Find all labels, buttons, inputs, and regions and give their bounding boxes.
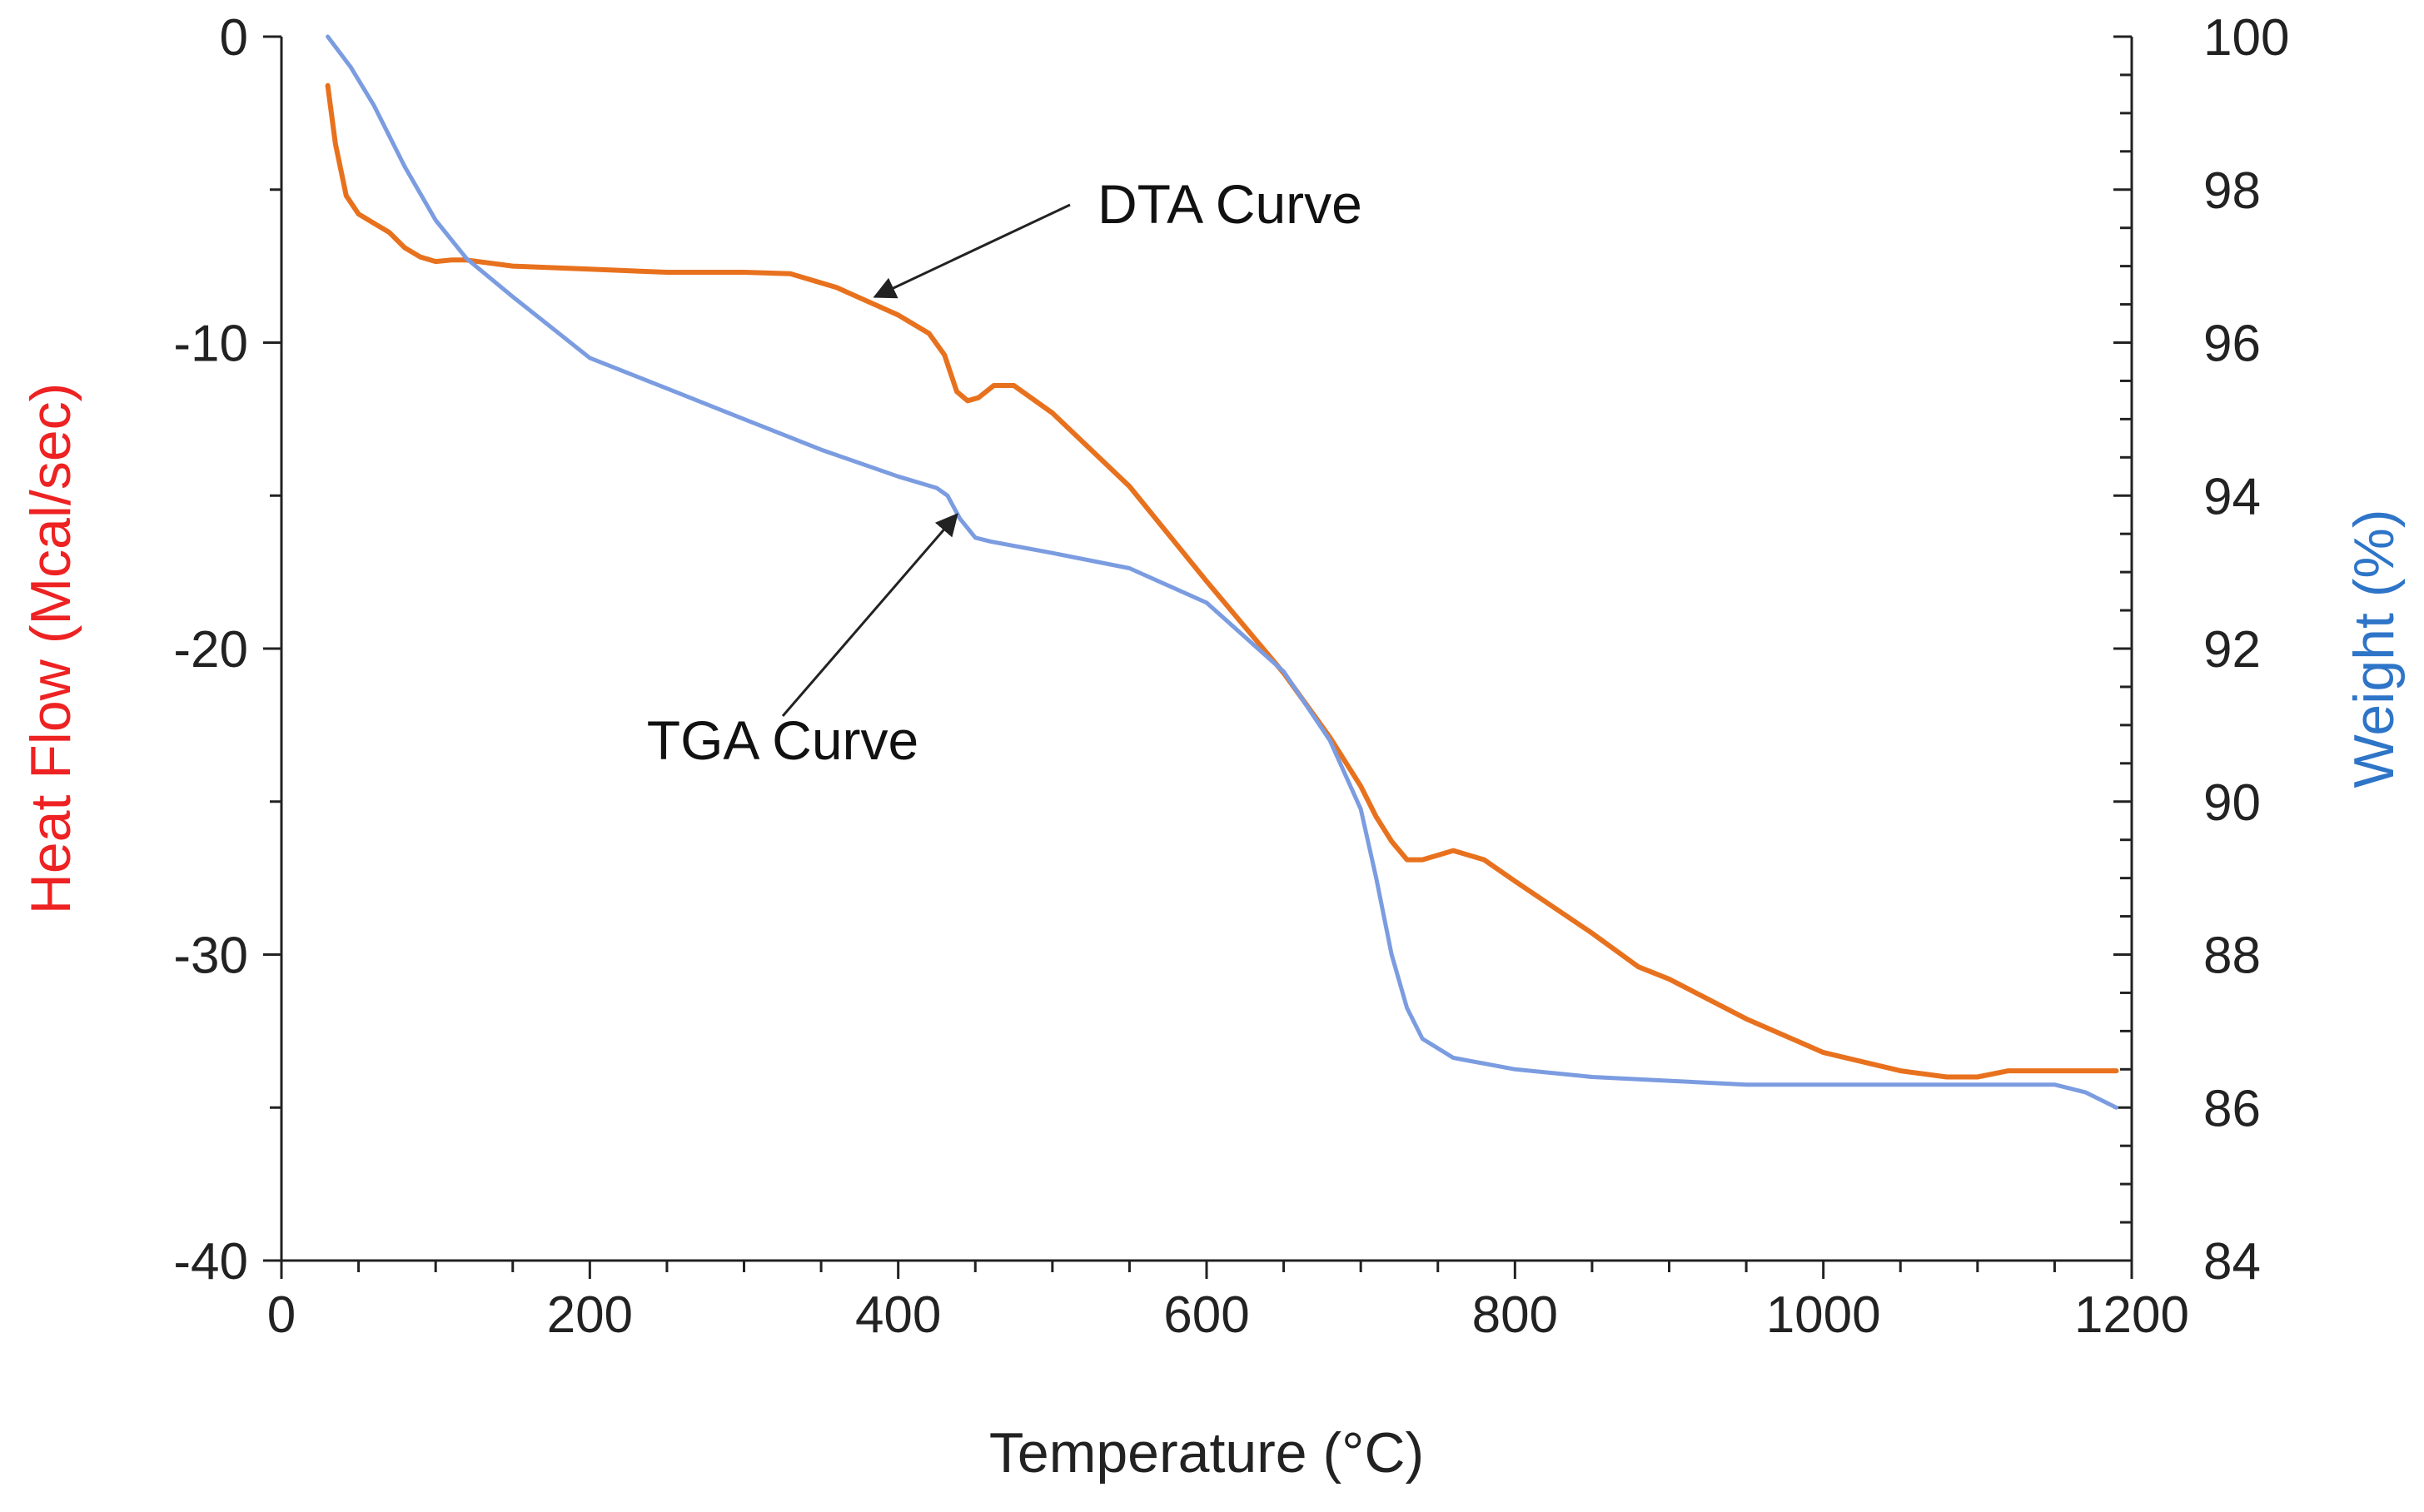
y-right-tick-label: 90: [2203, 774, 2261, 832]
y-right-tick-label: 98: [2203, 162, 2261, 220]
x-tick-label: 800: [1472, 1286, 1558, 1344]
x-tick-label: 0: [267, 1286, 296, 1344]
x-tick-label: 200: [547, 1286, 633, 1344]
y-left-tick-label: -20: [173, 621, 248, 679]
ticks-group: 0 200 400 600 800 1000 1200 0 -10 -20 -30 -40 100 98 9…: [173, 9, 2289, 1344]
dta-curve-line: [325, 82, 2119, 1080]
dta-annotation-arrow: [873, 203, 1071, 299]
y-right-tick-label: 94: [2203, 468, 2261, 525]
y-right-tick-label: 86: [2203, 1080, 2261, 1137]
y-left-tick-label: 0: [220, 9, 248, 67]
y-right-tick-label: 96: [2203, 316, 2261, 373]
x-tick-label: 1000: [1766, 1286, 1881, 1344]
x-tick-label: 600: [1163, 1286, 1249, 1344]
x-tick-label: 1200: [2074, 1286, 2189, 1344]
tga-curve-line: [326, 34, 2118, 1110]
y-axis-left-title: Heat Flow (Mcal/sec): [19, 383, 82, 915]
y-right-tick-label: 92: [2203, 621, 2261, 679]
tga-annotation-label: TGA Curve: [647, 709, 918, 771]
y-right-tick-label: 100: [2203, 9, 2289, 67]
y-right-tick-label: 84: [2203, 1233, 2261, 1291]
y-left-tick-label: -30: [173, 928, 248, 985]
dta-annotation-label: DTA Curve: [1098, 173, 1362, 235]
y-left-tick-label: -40: [173, 1233, 248, 1291]
series-group: [325, 34, 2119, 1110]
annotations-group: DTA Curve TGA Curve: [647, 173, 1362, 771]
y-right-tick-label: 88: [2203, 928, 2261, 985]
x-tick-label: 400: [855, 1286, 941, 1344]
y-axis-right-title: Weight (%): [2342, 509, 2406, 788]
x-axis-title: Temperature (°C): [989, 1421, 1424, 1485]
y-left-tick-label: -10: [173, 316, 248, 373]
tga-annotation-arrow: [781, 513, 958, 717]
